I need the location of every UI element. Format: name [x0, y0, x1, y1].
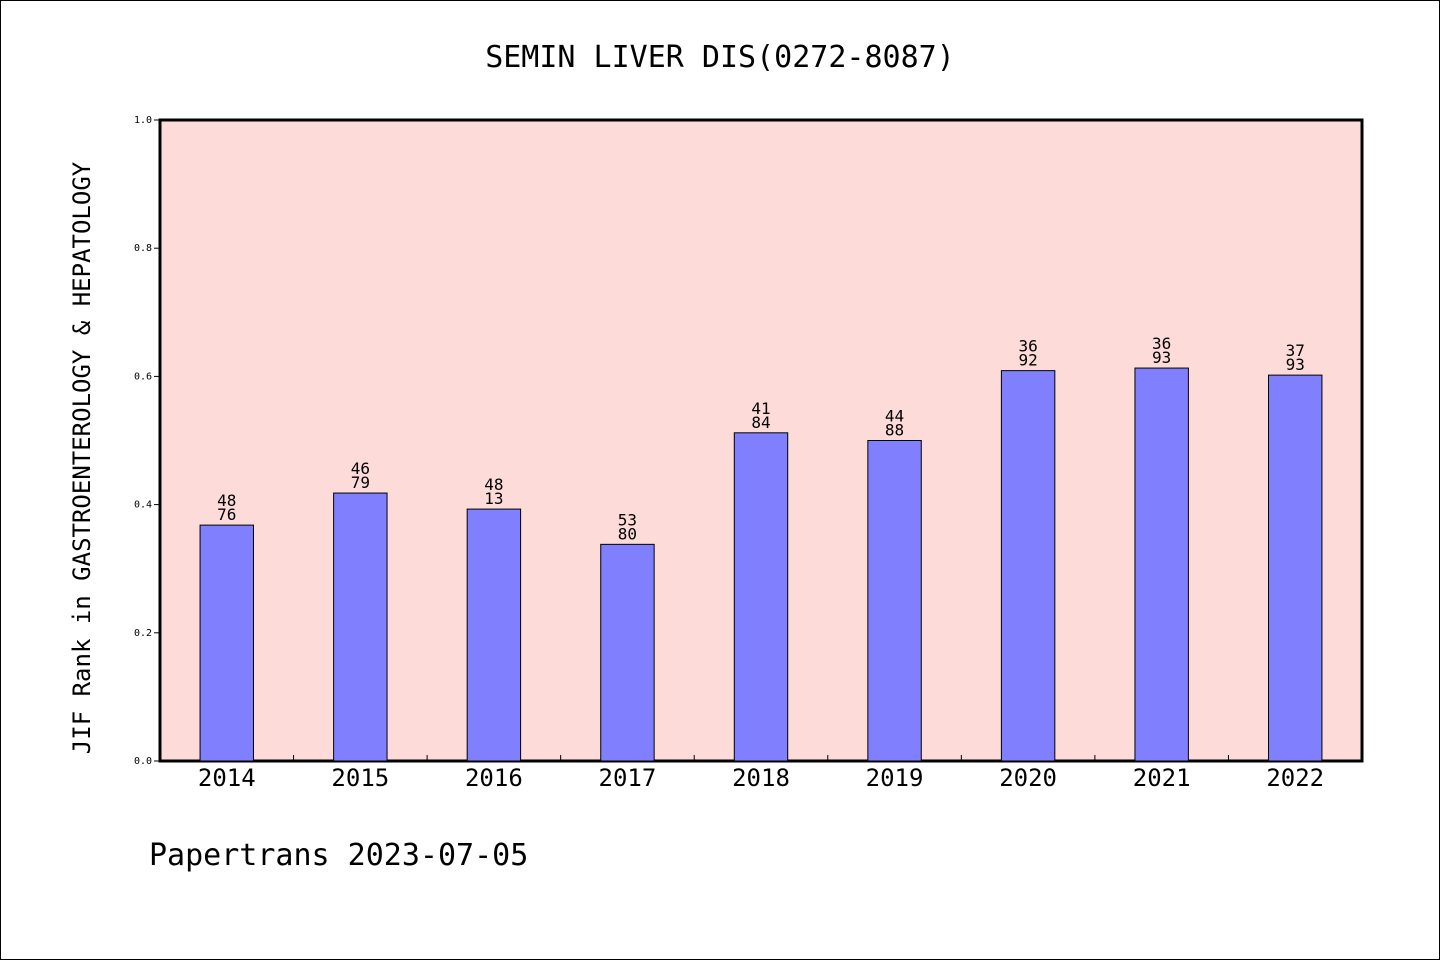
bar-label-top: 36	[1152, 334, 1171, 353]
y-tick-label: 0.0	[134, 756, 152, 767]
x-tick-label: 2022	[1266, 764, 1324, 792]
chart-title: SEMIN LIVER DIS(0272-8087)	[485, 40, 955, 75]
x-tick-label: 2015	[331, 764, 389, 792]
chart-marks: 0.00.20.40.60.81.04876201446792015481320…	[134, 115, 1324, 792]
bar-2017	[600, 543, 655, 762]
bar-label-bottom: 93	[1152, 348, 1171, 367]
bar-2020	[1000, 370, 1056, 762]
bar-2019	[867, 440, 922, 762]
x-tick-label: 2018	[732, 764, 790, 792]
bar-label-bottom: 92	[1018, 351, 1037, 370]
x-tick-label: 2016	[465, 764, 523, 792]
bar-2022	[1268, 374, 1323, 762]
x-tick-label: 2020	[999, 764, 1057, 792]
x-tick-label: 2014	[198, 764, 256, 792]
bar-label-bottom: 84	[751, 413, 770, 432]
bar-label-top: 37	[1286, 341, 1305, 360]
x-tick-label: 2017	[599, 764, 657, 792]
bar-label-top: 46	[351, 459, 370, 478]
y-tick-label: 0.6	[134, 371, 152, 382]
y-tick-label: 0.4	[134, 500, 152, 511]
bar-2021	[1134, 367, 1189, 762]
bar-label-bottom: 80	[618, 524, 637, 543]
bar-label-bottom: 13	[484, 489, 503, 508]
footer-text: Papertrans 2023-07-05	[149, 838, 528, 873]
bar-label-bottom: 88	[885, 421, 904, 440]
bar-2018	[733, 432, 789, 762]
y-tick-label: 1.0	[134, 115, 152, 126]
bar-label-top: 41	[751, 399, 770, 418]
bar-label-bottom: 93	[1286, 355, 1305, 374]
x-tick-label: 2019	[866, 764, 924, 792]
y-tick-label: 0.8	[134, 243, 152, 254]
bar-label-top: 48	[217, 491, 236, 510]
bar-2014	[199, 524, 254, 762]
bar-label-bottom: 76	[217, 505, 236, 524]
y-axis-label: JIF Rank in GASTROENTEROLOGY & HEPATOLOG…	[68, 161, 96, 754]
bar-label-bottom: 79	[351, 473, 370, 492]
bar-2015	[333, 492, 388, 762]
bar-label-top: 48	[484, 475, 503, 494]
bar-label-top: 53	[618, 510, 637, 529]
bar-label-top: 36	[1018, 337, 1037, 356]
bar-label-top: 44	[885, 407, 904, 426]
y-tick-label: 0.2	[134, 628, 152, 639]
x-tick-label: 2021	[1133, 764, 1191, 792]
bar-2016	[466, 508, 522, 762]
